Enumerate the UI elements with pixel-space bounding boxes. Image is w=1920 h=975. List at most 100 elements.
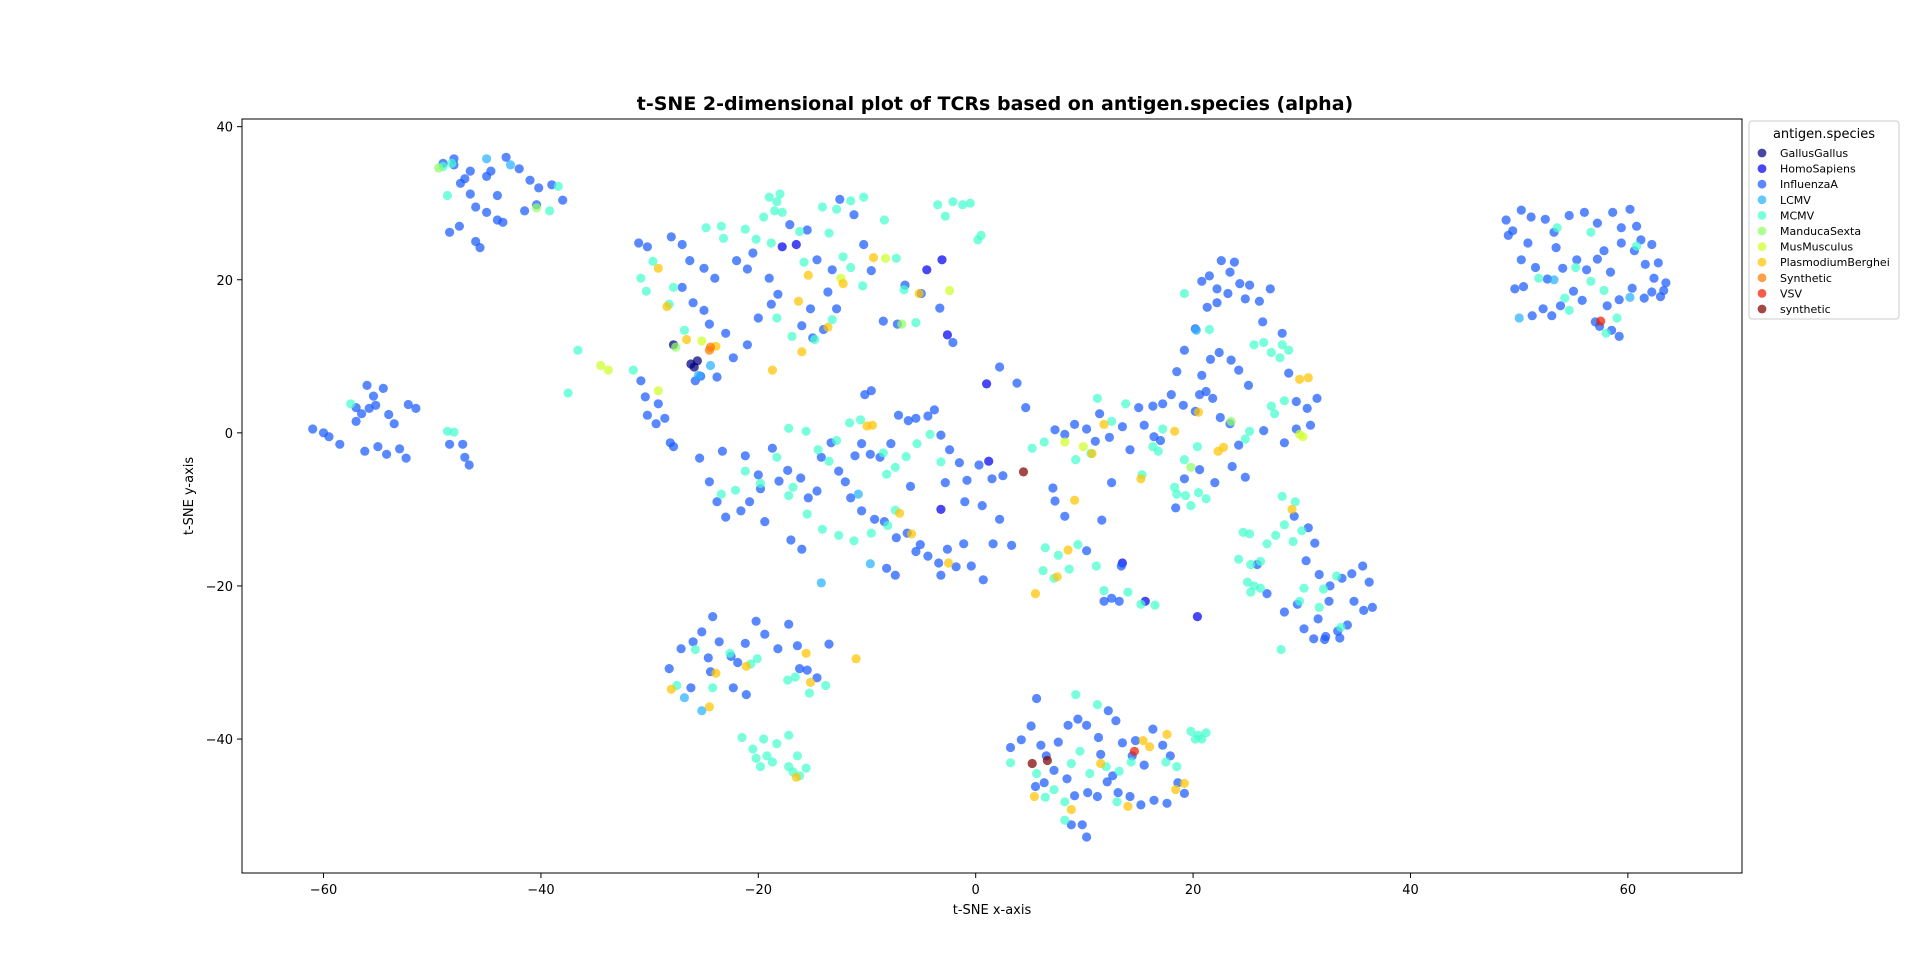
scatter-point-mcmv [1275, 353, 1285, 363]
scatter-point-plasmodiumberghei [823, 322, 833, 332]
scatter-point-influenzaa [1301, 556, 1311, 566]
scatter-point-mcmv [832, 435, 842, 446]
legend-label-mcmv: MCMV [1780, 209, 1815, 222]
scatter-point-lcmv [482, 154, 492, 164]
scatter-point-influenzaa [1090, 436, 1100, 446]
scatter-point-influenzaa [849, 210, 859, 220]
scatter-point-musmusculus [1078, 442, 1088, 452]
scatter-point-influenzaa [664, 664, 674, 674]
scatter-point-influenzaa [736, 506, 746, 516]
scatter-point-mcmv [762, 751, 772, 761]
scatter-point-influenzaa [1073, 714, 1083, 724]
scatter-point-influenzaa [728, 353, 738, 363]
scatter-point-mcmv [1071, 690, 1081, 700]
scatter-point-influenzaa [1577, 295, 1587, 305]
scatter-point-influenzaa [534, 183, 544, 193]
scatter-point-lcmv [853, 489, 863, 499]
scatter-point-lcmv [679, 693, 690, 703]
scatter-point-plasmodiumberghei [682, 334, 692, 345]
legend-box [1748, 120, 1900, 320]
scatter-point-mcmv [1571, 262, 1581, 273]
scatter-point-plasmodiumberghei [653, 263, 663, 273]
scatter-point-vsv [1129, 746, 1139, 756]
scatter-point-influenzaa [911, 546, 921, 557]
scatter-point-mcmv [925, 429, 935, 439]
scatter-point-influenzaa [704, 477, 715, 487]
scatter-point-plasmodiumberghei [805, 677, 816, 688]
scatter-point-mcmv [936, 457, 946, 467]
scatter-point-influenzaa [915, 540, 925, 550]
legend-marker-homosapiens [1757, 164, 1767, 174]
scatter-point-mcmv [821, 680, 831, 691]
scatter-point-mcmv [759, 734, 769, 744]
legend-marker-vsv [1757, 289, 1767, 298]
scatter-point-mcmv [832, 204, 842, 214]
scatter-point-influenzaa [1284, 368, 1294, 378]
scatter-point-plasmodiumberghei [1303, 373, 1313, 383]
scatter-point-influenzaa [1070, 419, 1080, 429]
scatter-point-influenzaa [1335, 633, 1345, 643]
scatter-point-homosapiens [942, 330, 953, 340]
scatter-point-mcmv [1332, 571, 1342, 581]
scatter-point-influenzaa [966, 561, 976, 571]
legend-marker-musmusculus [1757, 242, 1767, 252]
scatter-point-influenzaa [751, 616, 761, 626]
scatter-point-influenzaa [486, 166, 496, 176]
scatter-point-mcmv [1066, 758, 1076, 769]
scatter-point-influenzaa [753, 470, 763, 480]
scatter-point-mcmv [787, 331, 797, 341]
scatter-point-influenzaa [805, 304, 816, 314]
scatter-point-influenzaa [1262, 589, 1272, 599]
scatter-point-influenzaa [1050, 496, 1060, 506]
scatter-point-influenzaa [974, 460, 984, 470]
scatter-point-influenzaa [795, 664, 805, 674]
scatter-point-mcmv [1318, 584, 1329, 594]
scatter-point-influenzaa [640, 392, 650, 402]
scatter-point-mcmv [879, 215, 890, 225]
scatter-point-mcmv [788, 482, 798, 492]
scatter-point-influenzaa [859, 239, 869, 250]
scatter-point-influenzaa [445, 227, 455, 237]
scatter-point-influenzaa [1259, 426, 1269, 436]
scatter-point-mcmv [824, 456, 834, 466]
scatter-point-influenzaa [1265, 284, 1275, 294]
scatter-point-mcmv [1136, 599, 1146, 609]
scatter-point-manducasexta [434, 163, 444, 173]
scatter-point-influenzaa [1640, 259, 1650, 269]
scatter-point-plasmodiumberghei [943, 558, 954, 568]
scatter-point-musmusculus [880, 253, 891, 263]
scatter-point-influenzaa [1367, 602, 1377, 613]
scatter-point-influenzaa [812, 673, 822, 683]
scatter-point-plasmodiumberghei [793, 296, 804, 306]
scatter-point-influenzaa [1616, 238, 1626, 248]
scatter-point-influenzaa [389, 419, 399, 429]
scatter-point-influenzaa [1166, 390, 1176, 400]
scatter-point-influenzaa [458, 439, 468, 449]
scatter-point-mcmv [772, 197, 782, 207]
scatter-point-influenzaa [783, 465, 793, 475]
scatter-point-influenzaa [987, 474, 997, 484]
scatter-point-influenzaa [1179, 788, 1189, 799]
scatter-point-influenzaa [368, 391, 379, 401]
scatter-point-influenzaa [1349, 596, 1359, 606]
scatter-point-influenzaa [824, 639, 834, 649]
scatter-point-influenzaa [1113, 788, 1123, 798]
scatter-point-mcmv [1201, 494, 1211, 504]
scatter-point-mcmv [1032, 768, 1042, 779]
scatter-point-influenzaa [1616, 223, 1626, 233]
chart-title: t-SNE 2-dimensional plot of TCRs based o… [637, 93, 1353, 115]
scatter-point-mcmv [799, 257, 809, 267]
scatter-point-mcmv [1249, 340, 1259, 350]
scatter-point-influenzaa [1661, 278, 1671, 288]
scatter-point-mcmv [834, 530, 844, 541]
scatter-point-mcmv [1114, 766, 1124, 776]
scatter-point-mcmv [846, 262, 856, 273]
scatter-point-mcmv [795, 226, 805, 237]
scatter-point-influenzaa [1501, 215, 1511, 225]
scatter-point-mcmv [858, 281, 868, 291]
scatter-point-influenzaa [840, 477, 850, 487]
scatter-point-mcmv [1005, 758, 1016, 768]
scatter-point-mcmv [748, 744, 758, 754]
scatter-point-influenzaa [1226, 355, 1236, 365]
scatter-point-influenzaa [1117, 422, 1127, 432]
